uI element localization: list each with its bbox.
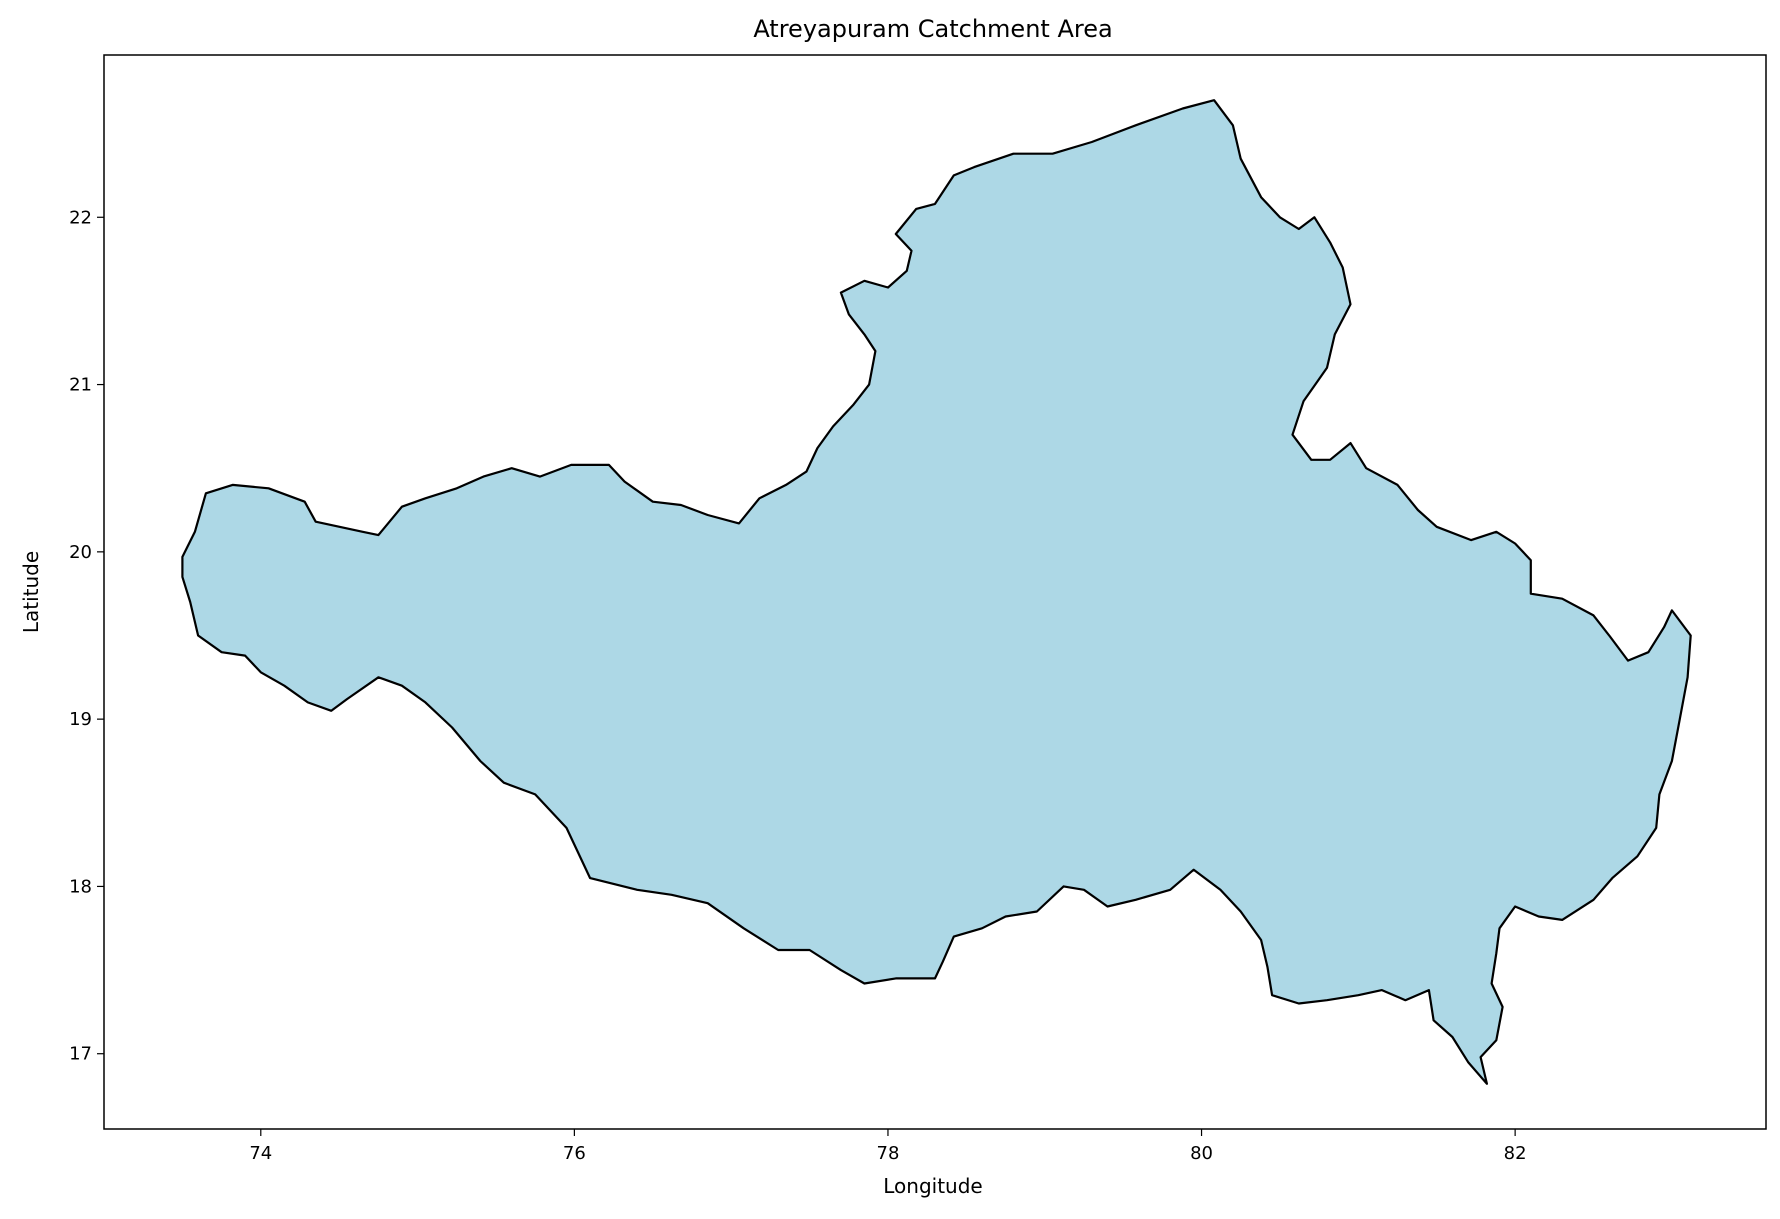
x-tick-label: 74 xyxy=(249,1143,272,1164)
y-tick-label: 21 xyxy=(69,375,92,396)
plot-area xyxy=(181,99,1692,1085)
axes-frame xyxy=(103,54,1767,1130)
y-tick-label: 17 xyxy=(69,1044,92,1065)
x-tick-label: 80 xyxy=(1190,1143,1213,1164)
y-axis: 17 18 19 20 21 22 xyxy=(69,207,104,1065)
y-axis-label: Latitude xyxy=(19,551,43,633)
y-tick-label: 18 xyxy=(69,876,92,897)
x-axis-label: Longitude xyxy=(883,1174,982,1198)
x-tick-label: 82 xyxy=(1504,1143,1527,1164)
x-axis: 74 76 78 80 82 xyxy=(249,1129,1527,1164)
catchment-polygon xyxy=(181,99,1692,1085)
map-title: Atreyapuram Catchment Area xyxy=(753,15,1112,43)
y-tick-label: 20 xyxy=(69,542,92,563)
y-tick-label: 19 xyxy=(69,709,92,730)
y-tick-label: 22 xyxy=(69,207,92,228)
x-tick-label: 78 xyxy=(877,1143,900,1164)
x-tick-label: 76 xyxy=(563,1143,586,1164)
